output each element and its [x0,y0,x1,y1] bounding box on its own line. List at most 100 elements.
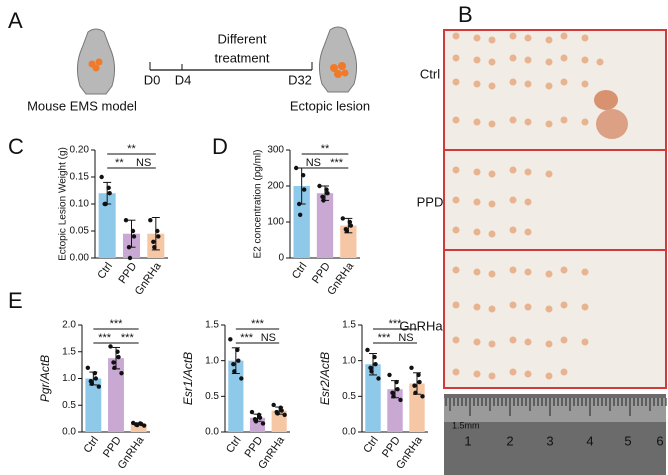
data-point [344,228,350,234]
significance-label: ** [127,143,136,155]
data-point [152,245,157,250]
data-point [103,201,108,207]
data-point [321,198,326,203]
data-point [347,219,353,225]
data-point [239,376,244,381]
bar [340,225,357,258]
data-point [394,379,399,385]
panel-letter: B [458,2,473,27]
significance-label: *** [121,332,135,344]
x-tick-label: Ctrl [290,261,310,282]
y-tick-label: 0 [278,253,284,264]
y-tick-label: 100 [267,217,284,228]
data-point [413,390,418,395]
data-point [282,412,287,418]
data-point [126,245,132,250]
bar [130,423,147,432]
group-label: Ctrl [420,66,440,81]
data-point [317,183,322,189]
data-point [249,409,255,415]
y-axis-label: Esr2/ActB [318,352,332,405]
day-label: D4 [175,72,192,87]
data-point [293,165,299,171]
data-point [151,239,156,244]
data-point [420,394,425,399]
data-point [376,376,381,381]
data-point [300,173,306,178]
data-point [134,422,140,428]
y-tick-label: 1.0 [62,373,76,384]
data-point [412,383,417,388]
model-label: Mouse EMS model [27,98,137,113]
ruler-label: 2 [506,433,513,448]
x-tick-label: PPD [310,260,333,285]
data-point [148,218,153,223]
significance-label: *** [240,332,254,344]
data-point [156,234,161,239]
data-point [340,216,346,221]
y-tick-label: 300 [267,145,284,156]
data-point [409,365,414,370]
ruler-label: 5 [624,433,631,448]
data-point [127,255,133,261]
data-point [85,365,91,370]
data-point [369,369,374,374]
data-point [93,376,99,381]
data-point [123,218,129,223]
y-tick-label: 1.0 [205,355,219,366]
y-axis-label: Pgr/ActB [38,355,52,402]
y-axis-label: Esr1/ActB [181,352,195,405]
data-point [417,379,422,385]
x-tick-label: GnRHa [133,260,164,298]
treatment-label: treatment [215,50,270,65]
data-point [131,234,137,239]
data-point [108,344,113,349]
y-tick-label: 0.10 [70,199,90,210]
significance-label: *** [378,332,392,344]
y-axis-label: Ectopic Lesion Weight (g) [58,147,69,261]
significance-label: ** [115,157,124,169]
ruler-label: 3 [546,433,553,448]
data-point [116,354,121,360]
x-tick-label: PPD [117,260,140,285]
data-point [271,402,276,408]
data-point [260,421,266,426]
panel-letter: A [8,8,23,33]
data-point [112,365,117,370]
result-label: Ectopic lesion [290,98,370,113]
ruler [444,394,667,475]
x-tick-label: Ctrl [361,435,381,456]
y-tick-label: 0.5 [62,400,76,411]
bar [316,193,334,258]
panel-letter: C [8,134,24,159]
data-point [372,354,377,360]
day-label: D32 [288,72,312,87]
y-tick-label: 0.5 [205,391,219,402]
y-tick-label: 1.5 [62,346,76,357]
bar [108,358,124,432]
data-point [115,349,120,354]
data-point [395,387,400,392]
x-tick-label: Ctrl [95,261,115,282]
lesion-photo [443,29,667,389]
ruler-label: 1 [464,433,471,448]
y-tick-label: 0.5 [342,391,356,402]
data-point [232,369,237,374]
data-point [373,362,378,367]
y-tick-label: 0.0 [62,427,76,438]
significance-label: *** [251,318,265,330]
data-point [296,201,302,207]
panel-letter: D [212,134,228,159]
significance-label: *** [389,318,403,330]
treatment-label: Different [218,31,267,46]
group-label: PPD [417,194,444,209]
y-tick-label: 2.0 [62,320,76,331]
y-tick-label: 1.5 [342,320,356,331]
day-label: D0 [144,72,161,87]
data-point [235,347,240,353]
bar [365,364,381,432]
y-tick-label: 0.00 [70,253,90,264]
data-point [301,187,307,192]
data-point [324,187,329,192]
